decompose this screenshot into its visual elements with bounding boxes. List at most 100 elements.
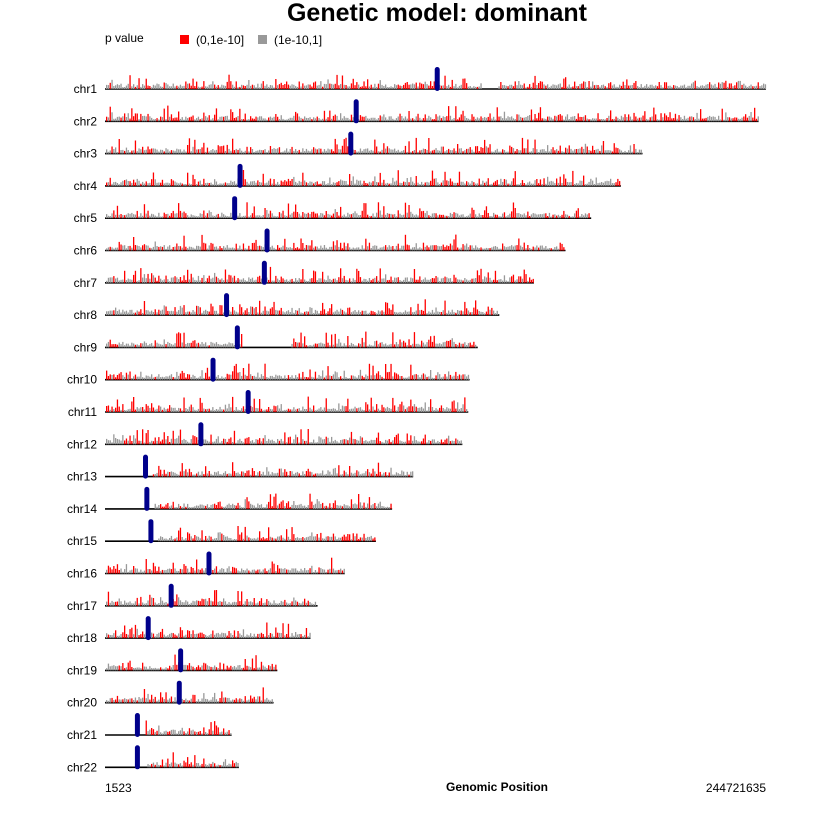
density-bar-significant xyxy=(287,178,290,186)
density-bar-nonsignificant xyxy=(305,280,308,283)
chromosome-tracks: chr1chr2chr3chr4chr5chr6chr7chr8chr9chr1… xyxy=(67,67,767,774)
density-bar-nonsignificant xyxy=(250,441,252,445)
density-bar-nonsignificant xyxy=(151,597,153,606)
density-bar-significant xyxy=(172,752,174,768)
density-bar-nonsignificant xyxy=(446,407,448,412)
density-bar-significant xyxy=(404,202,407,219)
density-bar-nonsignificant xyxy=(237,570,239,574)
density-bar-nonsignificant xyxy=(136,667,138,671)
density-bar-significant xyxy=(248,470,250,477)
density-bar-nonsignificant xyxy=(374,439,376,445)
density-bar-nonsignificant xyxy=(296,377,299,380)
density-bar-nonsignificant xyxy=(111,600,113,606)
density-bar-nonsignificant xyxy=(133,435,135,445)
density-bar-significant xyxy=(115,377,117,380)
density-bar-significant xyxy=(462,280,464,283)
density-bar-significant xyxy=(604,86,606,89)
density-bar-significant xyxy=(212,243,214,251)
density-bar-nonsignificant xyxy=(116,183,119,186)
density-bar-nonsignificant xyxy=(215,310,218,316)
density-bar-significant xyxy=(269,146,272,154)
density-bar-nonsignificant xyxy=(415,440,417,445)
density-bar-nonsignificant xyxy=(356,377,358,380)
density-bar-significant xyxy=(354,439,356,445)
density-bar-nonsignificant xyxy=(601,145,603,154)
density-bar-nonsignificant xyxy=(158,764,160,768)
density-bar-nonsignificant xyxy=(244,499,246,509)
density-bar-significant xyxy=(215,505,218,509)
density-bar-significant xyxy=(435,245,437,251)
density-bar-nonsignificant xyxy=(116,152,119,154)
density-bar-nonsignificant xyxy=(323,149,326,154)
density-bar-significant xyxy=(314,271,317,283)
density-bar-nonsignificant xyxy=(230,343,232,348)
density-bar-significant xyxy=(219,698,221,703)
density-bar-significant xyxy=(136,430,138,445)
density-bar-nonsignificant xyxy=(336,280,338,283)
density-bar-significant xyxy=(597,85,599,89)
density-bar-nonsignificant xyxy=(595,118,597,122)
density-bar-nonsignificant xyxy=(331,474,333,477)
density-bar-nonsignificant xyxy=(367,375,369,380)
density-bar-nonsignificant xyxy=(111,277,113,283)
density-bar-significant xyxy=(617,178,619,186)
density-bar-nonsignificant xyxy=(350,248,353,251)
density-bar-nonsignificant xyxy=(275,248,277,251)
density-bar-nonsignificant xyxy=(536,245,538,251)
density-bar-nonsignificant xyxy=(572,216,574,219)
density-bar-nonsignificant xyxy=(259,569,261,574)
density-bar-nonsignificant xyxy=(199,213,201,219)
density-bar-nonsignificant xyxy=(493,212,495,219)
density-bar-nonsignificant xyxy=(313,604,315,606)
density-bar-nonsignificant xyxy=(349,119,351,122)
density-bar-nonsignificant xyxy=(502,213,504,219)
density-bar-nonsignificant xyxy=(206,538,209,542)
density-bar-nonsignificant xyxy=(467,247,470,251)
density-bar-nonsignificant xyxy=(383,114,385,122)
density-bar-significant xyxy=(205,505,207,509)
density-bar-nonsignificant xyxy=(435,442,437,445)
density-bar-significant xyxy=(143,204,146,219)
density-bar-significant xyxy=(241,532,243,542)
density-bar-significant xyxy=(170,114,173,122)
density-bar-significant xyxy=(199,601,201,606)
density-bar-nonsignificant xyxy=(260,441,263,445)
density-bar-nonsignificant xyxy=(446,376,448,380)
density-bar-nonsignificant xyxy=(325,247,327,251)
density-bar-significant xyxy=(197,342,200,348)
density-bar-nonsignificant xyxy=(421,406,423,412)
density-bar-nonsignificant xyxy=(761,85,763,89)
density-bar-significant xyxy=(547,216,549,219)
density-bar-nonsignificant xyxy=(169,86,171,89)
density-bar-significant xyxy=(476,309,479,316)
density-bar-significant xyxy=(523,148,525,154)
density-bar-significant xyxy=(336,240,338,251)
density-bar-significant xyxy=(163,82,165,89)
density-bar-nonsignificant xyxy=(239,344,241,348)
density-bar-nonsignificant xyxy=(381,214,383,219)
density-bar-significant xyxy=(233,699,236,703)
density-bar-nonsignificant xyxy=(365,310,367,316)
density-bar-nonsignificant xyxy=(210,278,212,283)
density-bar-nonsignificant xyxy=(138,246,140,251)
density-bar-significant xyxy=(534,139,536,154)
density-bar-significant xyxy=(194,731,196,735)
density-bar-nonsignificant xyxy=(259,377,261,380)
density-bar-nonsignificant xyxy=(140,247,142,251)
density-bar-nonsignificant xyxy=(435,178,437,186)
density-bar-nonsignificant xyxy=(547,145,549,154)
density-bar-significant xyxy=(514,171,516,186)
density-bar-nonsignificant xyxy=(176,182,178,186)
density-bar-nonsignificant xyxy=(268,699,270,703)
density-bar-significant xyxy=(428,247,430,251)
density-bar-nonsignificant xyxy=(161,668,164,671)
density-bar-nonsignificant xyxy=(280,152,282,154)
density-bar-nonsignificant xyxy=(388,116,390,122)
density-bar-significant xyxy=(149,594,151,606)
density-bar-nonsignificant xyxy=(199,180,201,186)
density-bar-significant xyxy=(305,345,308,348)
density-bar-nonsignificant xyxy=(251,440,254,445)
density-bar-nonsignificant xyxy=(395,277,398,283)
density-bar-nonsignificant xyxy=(257,537,259,542)
chromosome-track-chr4: chr4 xyxy=(74,163,621,193)
